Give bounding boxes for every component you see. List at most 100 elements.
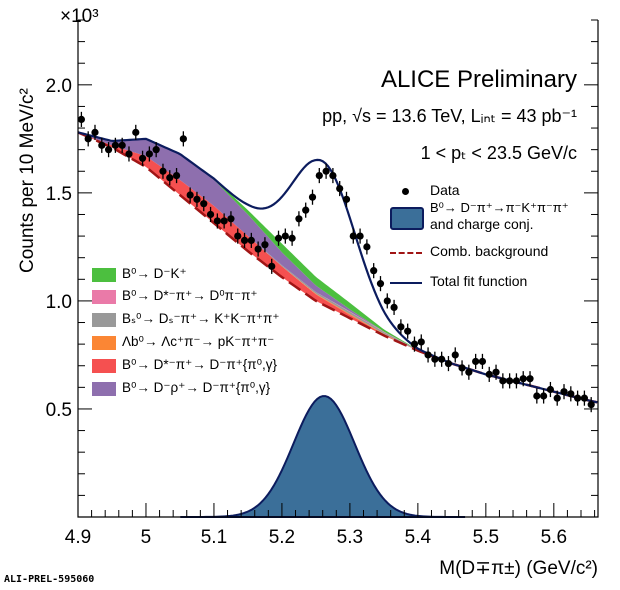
legend-label: B⁰→ D*⁻π⁺→ D⁻π⁺{π⁰,γ} xyxy=(122,357,278,372)
plot-frame xyxy=(77,20,599,518)
data-point xyxy=(397,323,405,331)
data-point xyxy=(567,390,575,398)
data-point xyxy=(465,368,473,376)
data-point xyxy=(98,141,106,149)
data-point xyxy=(132,128,140,136)
data-point xyxy=(553,394,561,402)
data-point xyxy=(492,368,500,376)
data-point xyxy=(179,135,187,143)
data-point xyxy=(138,154,147,162)
data-point xyxy=(295,215,303,223)
data-point xyxy=(349,232,357,240)
data-point xyxy=(526,375,534,383)
swatch-icon xyxy=(92,290,116,304)
legend-label: Total fit function xyxy=(430,273,528,289)
data-point xyxy=(370,267,378,275)
data-point xyxy=(417,338,425,346)
y-tick-label: 2.0 xyxy=(46,76,72,97)
data-point xyxy=(84,135,92,143)
data-point xyxy=(376,280,385,288)
data-point xyxy=(404,327,412,335)
watermark: ALI-PREL-595060 xyxy=(4,574,95,585)
data-point xyxy=(519,375,527,383)
component-area-4 xyxy=(78,132,598,403)
data-point xyxy=(485,370,493,378)
data-point xyxy=(118,141,126,149)
y-tick-label: 1.0 xyxy=(46,292,72,313)
legend-label: Λb⁰→ Λc⁺π⁻→ pK⁻π⁺π⁻ xyxy=(122,334,275,349)
data-point xyxy=(383,297,391,305)
legend-label: B⁰→ D⁻ρ⁺→ D⁻π⁺{π⁰,γ} xyxy=(122,380,271,395)
x-tick-label: 5.3 xyxy=(337,527,363,548)
x-tick-label: 5.2 xyxy=(269,527,295,548)
data-point xyxy=(533,392,541,400)
data-point xyxy=(91,128,99,136)
x-axis-label: M(D∓π±) (GeV/c²) xyxy=(439,558,598,579)
data-point xyxy=(145,150,153,158)
y-tick-label: 0.5 xyxy=(46,400,72,421)
legend-label: B⁰→ D⁻K⁺ xyxy=(122,266,187,281)
data-point xyxy=(315,171,323,180)
data-point xyxy=(261,241,269,249)
data-point xyxy=(431,355,439,363)
x-tick-label: 5.1 xyxy=(201,527,227,548)
legend-label: and charge conj. xyxy=(430,216,534,232)
data-point xyxy=(580,394,589,402)
data-point xyxy=(546,385,555,394)
chart-title: ALICE Preliminary xyxy=(380,66,577,93)
data-point xyxy=(322,167,330,175)
data-point xyxy=(451,351,459,359)
signal-area xyxy=(180,395,466,518)
legend-label: B⁰→ D⁻π⁺→π⁻K⁺π⁻π⁺ xyxy=(430,200,569,215)
swatch-icon xyxy=(92,313,116,327)
data-point xyxy=(268,262,276,270)
data-point xyxy=(125,150,133,158)
data-point xyxy=(512,377,521,385)
data-point xyxy=(172,171,181,180)
y-tick-label: 1.5 xyxy=(46,184,72,205)
data-point xyxy=(356,232,364,240)
annotation-energy: pp, √s = 13.6 TeV, Lᵢₙₜ = 43 pb⁻¹ xyxy=(322,106,577,126)
data-point xyxy=(308,193,317,201)
data-point xyxy=(560,388,568,396)
swatch-icon xyxy=(92,359,116,373)
data-point xyxy=(227,215,235,223)
x-tick-label: 5.5 xyxy=(473,527,499,548)
data-point xyxy=(206,210,215,219)
x-tick-label: 4.9 xyxy=(65,527,91,548)
data-point xyxy=(329,171,337,180)
signal-swatch-icon xyxy=(390,207,424,230)
data-point xyxy=(574,394,582,402)
data-point xyxy=(213,217,221,225)
data-point xyxy=(220,217,228,225)
data-point xyxy=(234,232,242,240)
data-point xyxy=(438,355,446,363)
data-point xyxy=(77,115,85,123)
data-point xyxy=(240,236,249,245)
swatch-icon xyxy=(92,336,116,350)
data-point xyxy=(288,234,296,242)
data-point xyxy=(336,184,344,193)
data-point xyxy=(281,232,289,240)
x-tick-label: 5.6 xyxy=(541,527,567,548)
data-point xyxy=(302,206,310,214)
data-marker-icon xyxy=(402,188,409,195)
data-point xyxy=(111,141,119,149)
data-point xyxy=(390,303,398,311)
data-point xyxy=(540,392,548,400)
x-tick-label: 5.4 xyxy=(405,527,432,548)
dashed-line-icon xyxy=(390,252,422,254)
data-point xyxy=(159,167,167,175)
data-point xyxy=(152,146,160,154)
data-point xyxy=(193,195,201,203)
data-point xyxy=(472,357,480,366)
data-point xyxy=(186,191,194,199)
x-tick-label: 5 xyxy=(141,527,152,548)
data-point xyxy=(363,243,371,251)
data-point xyxy=(410,340,419,348)
data-point xyxy=(166,174,174,182)
swatch-icon xyxy=(92,382,116,396)
data-point xyxy=(478,357,487,366)
legend-label: B⁰→ D*⁻π⁺→ D⁰π⁻π⁺ xyxy=(122,288,258,303)
